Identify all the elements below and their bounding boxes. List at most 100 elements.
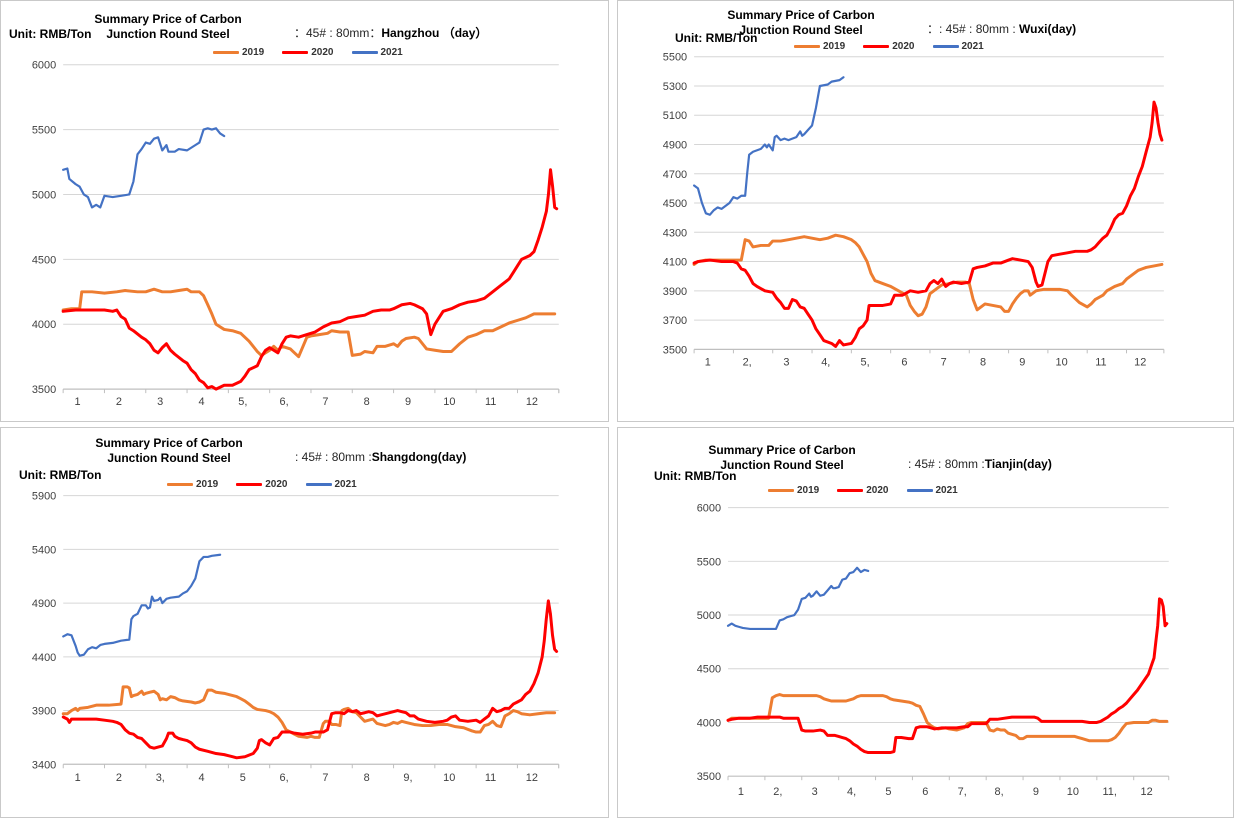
x-tick-label: 7	[322, 396, 328, 408]
x-tick-label: 4	[198, 396, 204, 408]
y-tick-label: 3900	[32, 706, 56, 718]
x-tick-label: 6	[922, 786, 928, 798]
x-tick-label: 8	[980, 356, 986, 368]
x-tick-label: 6,	[280, 396, 289, 408]
spec-text: : 45# : 80mm :	[908, 457, 985, 471]
series-line-2019	[692, 233, 1164, 318]
legend: 2019 2020 2021	[794, 41, 984, 52]
x-tick-label: 5	[885, 786, 891, 798]
y-tick-label: 3400	[32, 759, 56, 771]
legend-label-2020: 2020	[311, 47, 334, 58]
legend-item-2019: 2019	[167, 479, 218, 490]
y-tick-label: 5500	[663, 52, 687, 64]
legend-swatch-2021	[351, 51, 378, 54]
title-spec: : 45# : 80mm :Tianjin(day)	[908, 457, 1052, 472]
legend-swatch-2020	[863, 45, 890, 48]
legend-swatch-2021	[932, 45, 959, 48]
legend-item-2019: 2019	[768, 485, 819, 496]
unit-label: Unit: RMB/Ton	[19, 468, 102, 482]
x-tick-label: 9	[1019, 356, 1025, 368]
legend-swatch-2019	[768, 489, 794, 492]
legend-item-2021: 2021	[305, 479, 357, 490]
title-line2: Junction Round Steel	[720, 458, 844, 472]
y-tick-label: 6000	[697, 503, 721, 515]
legend-label-2021: 2021	[334, 479, 357, 490]
unit-label: Unit: RMB/Ton	[9, 27, 92, 41]
x-tick-label: 11	[485, 772, 496, 784]
x-tick-label: 9	[405, 396, 411, 408]
y-tick-label: 4100	[663, 257, 687, 269]
x-tick-label: 1	[705, 356, 711, 368]
x-tick-label: 4,	[821, 356, 830, 368]
y-tick-label: 5000	[697, 610, 721, 622]
series-line-2020	[726, 597, 1169, 755]
legend: 2019 2020 2021	[167, 479, 357, 490]
series-line-2019	[61, 685, 557, 739]
x-tick-label: 4	[199, 772, 205, 784]
unit-label: Unit: RMB/Ton	[654, 469, 737, 483]
y-tick-label: 3500	[663, 344, 687, 356]
title-line1: Summary Price of Carbon	[727, 8, 875, 22]
x-tick-label: 1	[738, 786, 744, 798]
series-line-2020	[61, 599, 559, 760]
x-tick-label: 1	[75, 396, 81, 408]
legend: 2019 2020 2021	[213, 47, 403, 58]
x-tick-label: 12	[526, 772, 538, 784]
x-tick-label: 3,	[156, 772, 165, 784]
y-tick-label: 4500	[697, 664, 721, 676]
legend-label-2021: 2021	[961, 41, 984, 52]
legend-label-2019: 2019	[196, 479, 219, 490]
chart-title: Summary Price of Carbon Junction Round S…	[38, 12, 487, 42]
title-line1: Summary Price of Carbon	[95, 436, 243, 450]
chart-title: Summary Price of Carbon Junction Round S…	[39, 436, 466, 466]
y-tick-label: 5000	[32, 189, 56, 201]
y-tick-label: 3700	[663, 315, 687, 327]
series-line-2020	[61, 168, 559, 391]
legend-swatch-2019	[167, 483, 193, 486]
gridlines	[694, 56, 1164, 321]
x-tick-label: 10	[1056, 356, 1068, 368]
legend-swatch-2020	[282, 51, 309, 54]
x-tick-label: 7,	[958, 786, 967, 798]
x-tick-label: 10	[443, 772, 455, 784]
legend-label-2020: 2020	[265, 479, 288, 490]
city-name: Wuxi(day)	[1019, 22, 1077, 36]
x-tick-label: 11	[485, 396, 496, 408]
spec-text: : 45# : 80mm :	[295, 450, 372, 464]
legend-swatch-2019	[213, 51, 239, 54]
y-tick-label: 4700	[663, 169, 687, 181]
spec-text: ：45# : 80mm：	[294, 26, 382, 40]
legend-item-2021: 2021	[906, 485, 958, 496]
x-tick-label: 10	[1067, 786, 1079, 798]
legend-label-2020: 2020	[892, 41, 915, 52]
x-tick-label: 1	[75, 772, 81, 784]
x-tick-label: 2,	[773, 786, 782, 798]
y-tick-label: 6000	[32, 60, 56, 72]
series-line-2020	[692, 100, 1164, 348]
legend: 2019 2020 2021	[768, 485, 958, 496]
spec-text: ：: 45# : 80mm :	[927, 22, 1020, 36]
y-tick-label: 4300	[663, 227, 687, 239]
title-spec: ：: 45# : 80mm : Wuxi(day)	[927, 22, 1076, 37]
y-tick-label: 5500	[697, 556, 721, 568]
x-tick-label: 5	[240, 772, 246, 784]
legend-item-2021: 2021	[932, 41, 984, 52]
title-line2: Junction Round Steel	[106, 27, 230, 41]
gridlines	[63, 495, 559, 712]
x-tick-label: 7	[941, 356, 947, 368]
legend-swatch-2021	[906, 489, 933, 492]
chart-panel-shangdong: 5900 5400 4900 4400 3900 3400 1 2 3, 4 5 6, 7 8 9, 10 11…	[0, 427, 609, 818]
x-tick-label: 5,	[861, 356, 870, 368]
legend-label-2019: 2019	[242, 47, 265, 58]
y-tick-label: 4500	[663, 198, 687, 210]
x-tick-label: 9	[1033, 786, 1039, 798]
y-tick-label: 5300	[663, 81, 687, 93]
y-tick-label: 3500	[697, 771, 721, 783]
city-name: Hangzhou （day）	[381, 26, 488, 40]
legend-label-2019: 2019	[823, 41, 846, 52]
x-tick-label: 3	[783, 356, 789, 368]
chart-panel-hangzhou: 6000 5500 5000 4500 4000 3500 1 2 3 4 5, 6, 7 8 9 10 11 1…	[0, 0, 609, 422]
y-tick-label: 3500	[32, 384, 56, 396]
title-spec: : 45# : 80mm :Shangdong(day)	[295, 450, 466, 465]
plot-area-tianjin: 6000 5500 5000 4500 4000 3500 1 2, 3 4, 5 6 7, 8, 9 10 1…	[697, 503, 1170, 798]
